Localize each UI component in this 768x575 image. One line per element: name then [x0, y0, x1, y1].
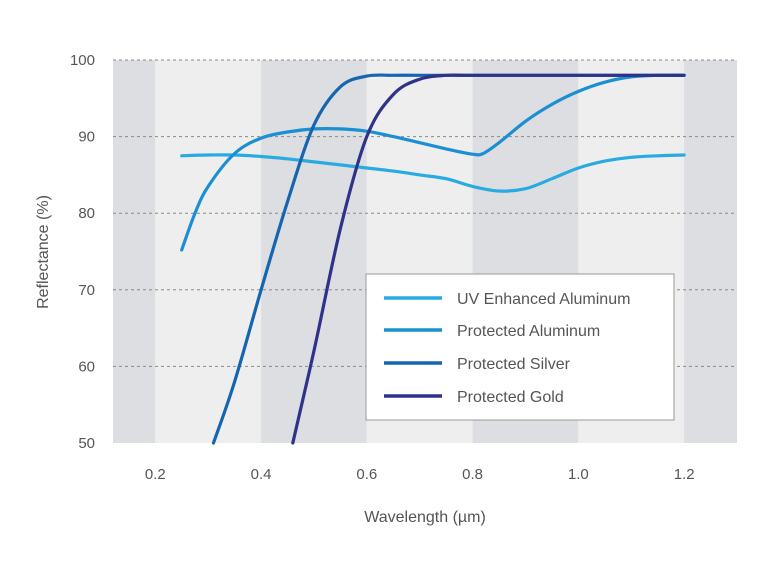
background-band [155, 60, 262, 443]
background-band [261, 60, 367, 443]
background-band [113, 60, 156, 443]
series-line-protected-gold [291, 73, 686, 445]
y-tick-label: 60 [78, 358, 95, 375]
series-lines [180, 73, 686, 445]
x-tick-label: 0.6 [356, 466, 377, 483]
x-tick-label: 0.8 [462, 466, 483, 483]
legend-label-protected-aluminum: Protected Aluminum [457, 323, 600, 340]
series-line-protected-aluminum [180, 73, 686, 252]
background-band [684, 60, 737, 443]
legend-label-protected-silver: Protected Silver [457, 356, 571, 373]
y-tick-label: 70 [78, 282, 95, 299]
x-axis-label: Wavelength (µm) [364, 509, 486, 526]
x-tick-label: 1.2 [674, 466, 695, 483]
y-tick-label: 100 [70, 52, 95, 69]
x-tick-label: 0.4 [251, 466, 272, 483]
x-tick-label: 0.2 [145, 466, 166, 483]
legend-label-uv-enhanced-aluminum: UV Enhanced Aluminum [457, 291, 630, 308]
series-line-uv-enhanced-aluminum [180, 153, 686, 193]
y-tick-label: 90 [78, 129, 95, 146]
y-tick-labels: 50 60 70 80 90 100 [70, 52, 95, 452]
y-tick-label: 80 [78, 205, 95, 222]
legend-label-protected-gold: Protected Gold [457, 389, 564, 406]
y-tick-label: 50 [78, 435, 95, 452]
x-tick-label: 1.0 [568, 466, 589, 483]
x-tick-labels: 0.2 0.4 0.6 0.8 1.0 1.2 [145, 466, 695, 483]
legend: UV Enhanced Aluminum Protected Aluminum … [365, 273, 675, 421]
y-axis-label: Reflectance (%) [35, 195, 52, 309]
